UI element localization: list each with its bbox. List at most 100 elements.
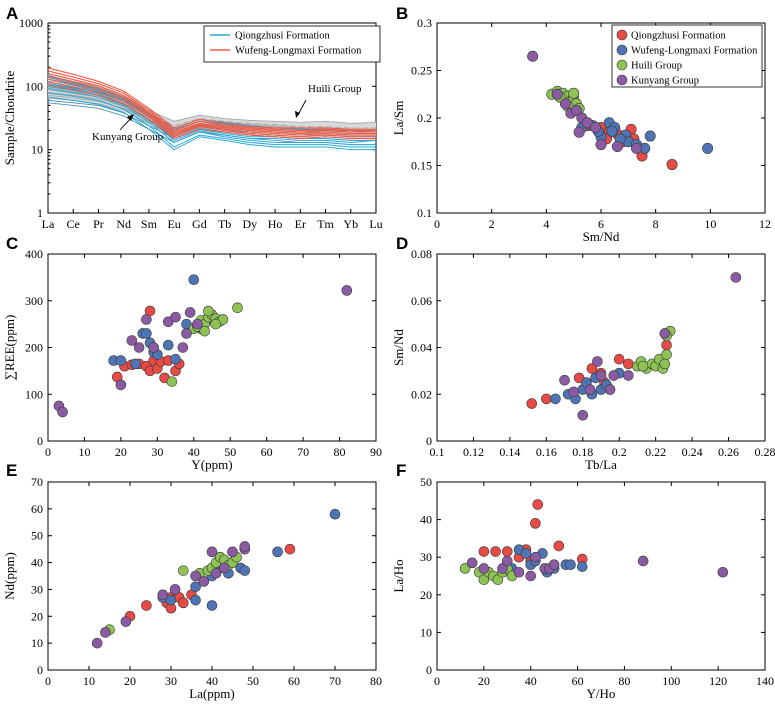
y-tick-label: 20 [420,588,432,602]
panel-e: E 0 10 20 30 40 50 60 70 0 10 20 30 40 50 60 70 80 La(ppm)… [2,461,382,701]
y-tick-label: 0 [426,434,432,448]
point-qiongzhusi-formation [623,358,634,370]
point-wufeng-longmaxi-formation [329,508,341,520]
legend-box [611,24,763,88]
y-tick-label: 0.3 [417,16,432,30]
point-kunyang-group [177,342,189,353]
point-kunyang-group [573,126,585,138]
x-tick-label: 0 [434,217,440,231]
point-huili-group [178,565,189,576]
point-kunyang-group [568,386,579,398]
point-kunyang-group [551,88,563,100]
y-axis-label: Nd(ppm) [2,552,17,600]
y-tick-label: 100 [25,387,43,401]
legend: Qiongzhusi Formation Wufeng-Longmaxi Form… [611,24,763,88]
point-qiongzhusi-formation [478,546,490,557]
x-axis-label: La(ppm) [189,686,234,701]
series-line-wufeng-longmaxi-formation [47,78,376,136]
point-kunyang-group [604,384,616,395]
x-tick-label: 0.14 [499,445,520,459]
y-tick-label: 0 [37,434,43,448]
x-tick-label: 0.12 [463,445,484,459]
x-tick-label: 10 [704,217,716,231]
x-tick-label: Ce [67,217,80,231]
panel-b: B 0.1 0.15 0.2 0.25 0.3 0 2 4 6 8 10 12 Sm/Nd La/Sm Qio… [391,4,771,244]
series-line-wufeng-longmaxi-formation [47,72,376,133]
point-kunyang-group [126,335,138,346]
point-qiongzhusi-formation [541,393,552,405]
point-kunyang-group [133,342,145,353]
y-tick-label: 200 [25,341,43,355]
point-kunyang-group [219,562,230,574]
y-tick-label: 0.1 [417,206,432,220]
x-tick-label: 140 [756,674,774,688]
panel-letter: E [6,461,17,480]
x-tick-label: 20 [478,674,490,688]
point-kunyang-group [608,370,620,381]
x-axis-label: Tb/La [585,457,617,472]
point-huili-group [199,325,211,337]
x-tick-label: 120 [709,674,727,688]
point-kunyang-group [210,568,222,579]
point-kunyang-group [570,104,582,116]
point-huili-group [459,563,471,574]
x-tick-label: 90 [370,445,382,459]
point-kunyang-group [190,570,201,582]
point-kunyang-group [120,616,132,627]
legend-label: Kunyang Group [631,76,699,87]
point-kunyang-group [595,139,607,151]
point-wufeng-longmaxi-formation [272,546,283,558]
x-tick-label: 0.18 [572,445,593,459]
point-kunyang-group [577,409,589,421]
legend-marker [616,44,628,56]
x-tick-label: 10 [83,674,95,688]
x-tick-label: Pr [93,217,104,231]
y-tick-label: 0.06 [411,294,432,308]
point-huili-group [659,358,671,370]
point-huili-group [232,302,243,314]
point-qiongzhusi-formation [661,339,672,351]
point-kunyang-group [717,566,729,578]
x-tick-label: 0.26 [718,445,739,459]
point-kunyang-group [169,584,181,595]
panel-f: F 0 10 20 30 40 50 0 20 40 60 80 100 120 140 Y/Ho La/Ho [391,461,774,701]
x-tick-label: Yb [343,217,358,231]
point-wufeng-longmaxi-formation [206,600,218,611]
panel-d: D 0 0.02 0.04 0.06 0.08 0.1 0.12 0.14 0.16 0.18 0.2… [391,234,775,472]
point-kunyang-group [592,356,603,367]
x-axis-label: Y/Ho [587,686,616,701]
point-qiongzhusi-formation [490,546,501,557]
y-tick-label: 30 [31,582,43,596]
legend-label: Qiongzhusi Formation [235,31,331,42]
point-wufeng-longmaxi-formation [550,393,561,405]
annotations: Huili Group Kunyang Group [92,83,362,143]
arrow-huili [297,99,307,116]
point-kunyang-group [148,342,159,353]
x-tick-label: 20 [124,674,136,688]
legend-box [203,25,381,63]
legend-marker [616,29,628,41]
point-qiongzhusi-formation [178,597,189,609]
y-tick-label: 50 [420,475,432,489]
point-qiongzhusi-formation [530,518,541,529]
panel-c: C 0 100 200 300 400 0 10 20 30 40 50 60 70 80 90 Y(ppm) ∑… [2,234,382,472]
point-wufeng-longmaxi-formation [188,274,200,286]
point-kunyang-group [466,557,478,569]
y-tick-label: 40 [420,513,432,527]
x-tick-label: 40 [206,674,218,688]
point-kunyang-group [631,142,643,154]
x-tick-label: 2 [489,217,495,231]
y-tick-label: 10 [31,143,43,157]
point-huili-group [492,574,504,586]
point-kunyang-group [192,318,203,330]
point-kunyang-group [559,98,571,110]
y-tick-label: 0.04 [411,341,432,355]
x-tick-label: Dy [243,217,258,231]
y-tick-label: 0.02 [411,387,432,401]
x-tick-label: 40 [188,445,200,459]
x-tick-label: La [42,217,55,231]
arrowhead-huili [295,111,300,118]
point-wufeng-longmaxi-formation [190,581,201,593]
point-wufeng-longmaxi-formation [190,594,201,606]
point-wufeng-longmaxi-formation [170,353,181,365]
